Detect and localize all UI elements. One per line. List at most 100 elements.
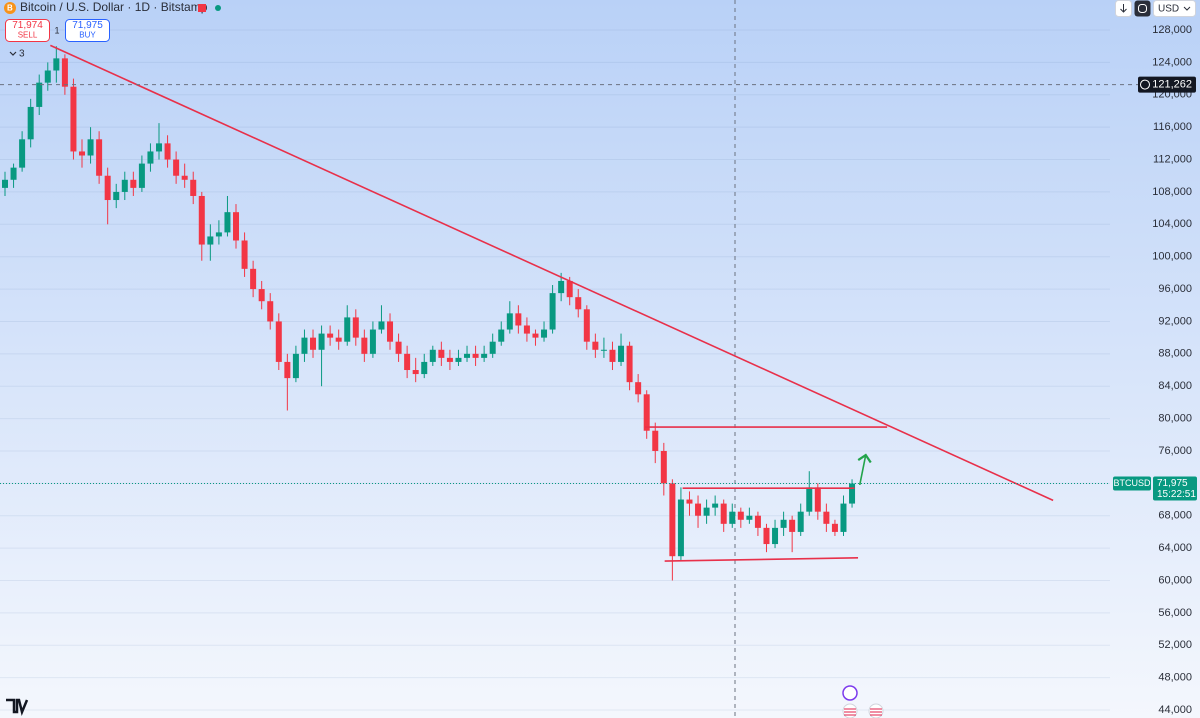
candle-body: [729, 511, 736, 524]
candle-body: [489, 341, 496, 354]
y-tick-label: 56,000: [1158, 607, 1192, 619]
y-tick-label: 60,000: [1158, 574, 1192, 586]
candle-body: [592, 341, 599, 350]
sell-price[interactable]: 71,974: [12, 20, 43, 31]
candle-body: [44, 70, 51, 83]
candle-body: [652, 430, 659, 451]
candle-body: [310, 337, 317, 350]
candle-body: [96, 139, 103, 176]
y-tick-label: 84,000: [1158, 380, 1192, 392]
sell-button[interactable]: [5, 19, 50, 42]
y-tick-label: 100,000: [1152, 251, 1192, 263]
candle-body: [523, 325, 530, 334]
candle-body: [635, 382, 642, 395]
candle-body: [695, 503, 702, 516]
candle-body: [190, 179, 197, 196]
candle-body: [549, 293, 556, 330]
candle-body: [207, 236, 214, 245]
candle-body: [275, 321, 282, 362]
candle-body: [138, 163, 145, 188]
y-tick-label: 48,000: [1158, 672, 1192, 684]
tradingview-logo: [6, 698, 29, 716]
candle-body: [558, 280, 565, 294]
candle-body: [224, 212, 231, 233]
candle-body: [130, 179, 137, 188]
candle-body: [754, 515, 761, 528]
candle-body: [541, 329, 548, 338]
candle-body: [737, 511, 744, 520]
crosshair-label-box: [1138, 76, 1196, 93]
candle-body: [344, 317, 351, 342]
candle-body: [840, 503, 847, 532]
candle-body: [686, 499, 693, 504]
arrow: [857, 453, 872, 486]
candle-body: [258, 289, 265, 302]
candle-body: [53, 58, 60, 71]
candle-body: [446, 357, 453, 362]
us-event-icon[interactable]: [868, 703, 884, 718]
candle-body: [87, 139, 94, 156]
indicators-count[interactable]: 3: [19, 49, 25, 60]
candle-body: [156, 143, 163, 152]
currency[interactable]: USD: [1158, 4, 1179, 15]
buy-price[interactable]: 71,975: [72, 20, 103, 31]
y-tick-label: 108,000: [1152, 186, 1192, 198]
crosshair-add-icon: [1140, 79, 1150, 90]
candle-body: [455, 357, 462, 362]
candle-body: [566, 280, 573, 298]
candle-body: [198, 195, 205, 245]
candle-body: [387, 321, 394, 342]
us-flag: [844, 708, 856, 716]
sell-label[interactable]: SELL: [18, 31, 38, 40]
price-axis: 44,000 48,000 52,000 56,000 60,000 64,000 68,0…: [1113, 24, 1197, 716]
candle-body: [421, 361, 428, 375]
candle-body: [618, 345, 625, 362]
candle-body: [669, 483, 676, 557]
y-tick-label: 52,000: [1158, 639, 1192, 651]
candle-body: [267, 301, 274, 322]
candle-body: [703, 507, 710, 516]
candle-body: [250, 268, 257, 290]
candle-body: [301, 337, 308, 354]
download-icon: [1120, 4, 1127, 13]
candle-body: [609, 349, 616, 362]
candle-body: [2, 179, 8, 188]
candle-body: [660, 450, 667, 484]
candle-body: [284, 361, 291, 379]
event-icon[interactable]: [842, 685, 858, 701]
candle-body: [720, 503, 727, 524]
candle-body: [575, 297, 582, 310]
buy-label[interactable]: BUY: [79, 31, 96, 40]
last-price-label: 71,975: [1157, 478, 1188, 489]
y-tick-label: 96,000: [1158, 283, 1192, 295]
candle-body: [404, 353, 411, 371]
currency-button[interactable]: [1153, 0, 1196, 17]
candle-body: [233, 212, 240, 241]
candle-body: [61, 58, 68, 87]
candle-body: [70, 86, 77, 152]
candle-body: [849, 483, 856, 504]
symbol-icon: [4, 2, 16, 14]
candle-body: [600, 349, 607, 351]
symbol-label-box: [1113, 476, 1151, 491]
candle-body: [780, 519, 787, 528]
crosshair-label: 121,262: [1152, 78, 1192, 90]
candle-body: [412, 370, 419, 375]
candle-body: [318, 333, 325, 350]
y-tick-label: 104,000: [1152, 218, 1192, 230]
plot: [0, 44, 1138, 581]
chart-title: Bitcoin / U.S. Dollar · 1D · Bitstamp: [20, 0, 208, 14]
candle-body: [104, 175, 111, 201]
buy-button[interactable]: [65, 19, 110, 42]
spread: 1: [54, 25, 59, 35]
candle-body: [626, 345, 633, 383]
symbol-label: BTCUSD: [1113, 478, 1151, 488]
sync-button[interactable]: [1134, 0, 1151, 17]
candle-body: [241, 240, 248, 269]
candle-body: [36, 82, 43, 107]
indicators-toggle[interactable]: [9, 51, 17, 56]
candle-body: [515, 313, 522, 326]
us-event-icon[interactable]: [842, 703, 858, 718]
candle-body: [643, 394, 650, 431]
